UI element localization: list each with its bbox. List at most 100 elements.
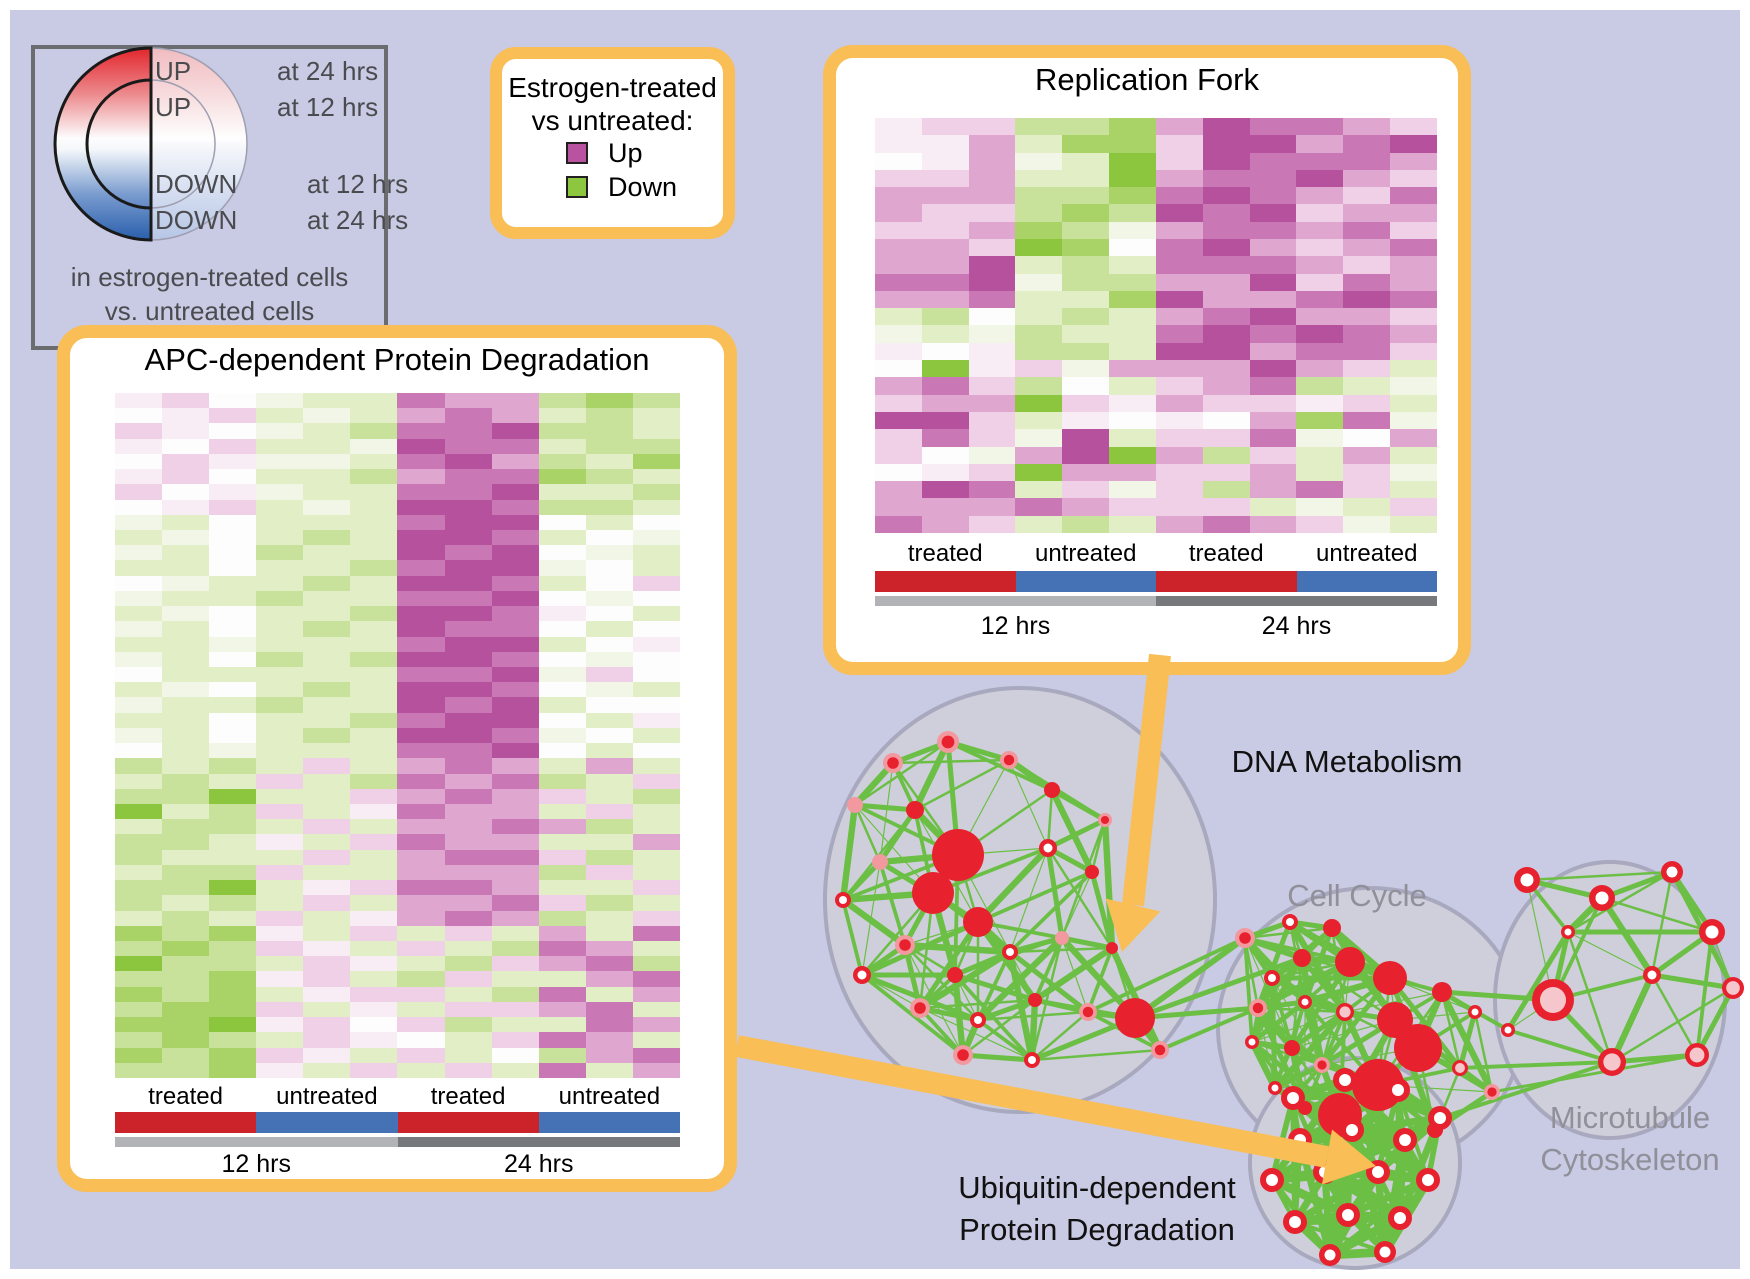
heatmap-cell: [162, 804, 210, 820]
heatmap-cell: [1202, 481, 1250, 499]
heatmap-cell: [1062, 342, 1110, 361]
heatmap-cell: [585, 1032, 633, 1048]
heatmap-cell: [1390, 290, 1437, 309]
heatmap-cell: [921, 273, 969, 291]
heatmap-cell: [1109, 221, 1156, 240]
heatmap-cell: [1249, 152, 1297, 170]
heatmap-cell: [875, 429, 922, 447]
heatmap-cell: [1343, 290, 1391, 309]
heatmap-cell: [875, 273, 922, 291]
heatmap-cell: [303, 469, 351, 485]
heatmap-cell: [115, 636, 163, 652]
heatmap-cell: [968, 118, 1016, 136]
heatmap-cell: [1109, 169, 1156, 188]
heatmap-cell: [303, 438, 351, 454]
heatmap-cell: [209, 895, 257, 911]
cluster-mt-label: Cytoskeleton: [1540, 1142, 1719, 1177]
heatmap-cell: [1343, 204, 1391, 222]
heatmap-cell: [444, 560, 492, 576]
heatmap-cell: [209, 864, 257, 881]
heatmap-cell: [397, 895, 445, 911]
heatmap-cell: [1015, 515, 1063, 533]
heatmap-cell: [256, 1047, 304, 1063]
heatmap-cell: [209, 484, 257, 500]
heatmap-cell: [921, 463, 969, 482]
network-edge: [1293, 1168, 1380, 1226]
heatmap-cell: [585, 469, 633, 485]
heatmap-cell: [491, 514, 539, 530]
heatmap-cell: [350, 880, 398, 896]
heatmap-cell: [1015, 290, 1063, 309]
heatmap-cell: [115, 910, 163, 926]
heatmap-cell: [350, 910, 398, 926]
heatmap-cell: [350, 925, 398, 941]
heatmap-cell: [491, 712, 539, 728]
apc-time-labels: 12 hrs 24 hrs: [115, 1150, 680, 1179]
heatmap-cell: [1062, 360, 1110, 378]
heatmap-cell: [1343, 273, 1391, 291]
heatmap-cell: [256, 880, 304, 896]
heatmap-cell: [632, 423, 680, 439]
heatmap-cell: [444, 743, 492, 759]
heatmap-cell: [538, 408, 586, 424]
gene-node-red: [1115, 998, 1155, 1038]
heatmap-cell: [1109, 498, 1156, 516]
heatmap-cell: [115, 453, 163, 470]
heatmap-cell: [538, 712, 586, 728]
heatmap-cell: [256, 667, 304, 683]
heatmap-cell: [585, 880, 633, 896]
gene-node-core: [1271, 1084, 1279, 1092]
heatmap-cell: [632, 834, 680, 850]
heatmap-cell: [1109, 481, 1156, 499]
gene-node-red: [1432, 982, 1452, 1002]
heatmap-cell: [350, 453, 398, 470]
heatmap-cell: [1155, 360, 1203, 378]
heatmap-cell: [585, 864, 633, 881]
heatmap-cell: [632, 743, 680, 759]
heatmap-cell: [115, 575, 163, 591]
heatmap-cell: [632, 499, 680, 515]
heatmap-cell: [162, 453, 210, 470]
network-edge: [904, 941, 1011, 956]
connector-arrow-shaft: [1122, 653, 1171, 907]
gene-node-red: [947, 967, 963, 983]
heatmap-cell: [1296, 463, 1344, 482]
heatmap-cell: [350, 788, 398, 804]
heatmap-cell: [209, 804, 257, 820]
heatmap-cell: [209, 667, 257, 683]
network-edge: [962, 999, 1036, 1056]
heatmap-cell: [1062, 377, 1110, 395]
heatmap-cell: [585, 560, 633, 576]
heatmap-cell: [350, 1001, 398, 1018]
heatmap-cell: [256, 1032, 304, 1048]
heatmap-cell: [1202, 377, 1250, 395]
network-edge: [1327, 1214, 1403, 1259]
heatmap-cell: [397, 484, 445, 500]
network-edge: [839, 804, 859, 901]
gene-node-core: [1082, 1006, 1094, 1018]
heatmap-cell: [256, 1017, 304, 1033]
heatmap-cell: [1062, 325, 1110, 343]
heatmap-cell: [115, 651, 163, 667]
heatmap-cell: [491, 697, 539, 713]
heatmap-cell: [1249, 256, 1297, 274]
heatmap-cell: [1155, 256, 1203, 274]
network-edge: [1273, 1062, 1324, 1091]
heatmap-cell: [538, 438, 586, 454]
heatmap-cell: [921, 256, 969, 274]
heatmap-cell: [444, 712, 492, 728]
heatmap-cell: [209, 514, 257, 530]
network-edge: [1650, 974, 1699, 1056]
heatmap-cell: [491, 651, 539, 667]
heatmap-cell: [632, 560, 680, 576]
heatmap-cell: [491, 925, 539, 941]
heatmap-cell: [968, 308, 1016, 326]
network-edge: [1086, 947, 1114, 1013]
network-edge: [1611, 986, 1734, 1064]
heatmap-cell: [115, 682, 163, 698]
heatmap-cell: [397, 834, 445, 850]
network-edge: [1061, 871, 1093, 939]
heatmap-cell: [491, 743, 539, 759]
heatmap-cell: [1109, 394, 1156, 412]
heatmap-cell: [256, 788, 304, 804]
